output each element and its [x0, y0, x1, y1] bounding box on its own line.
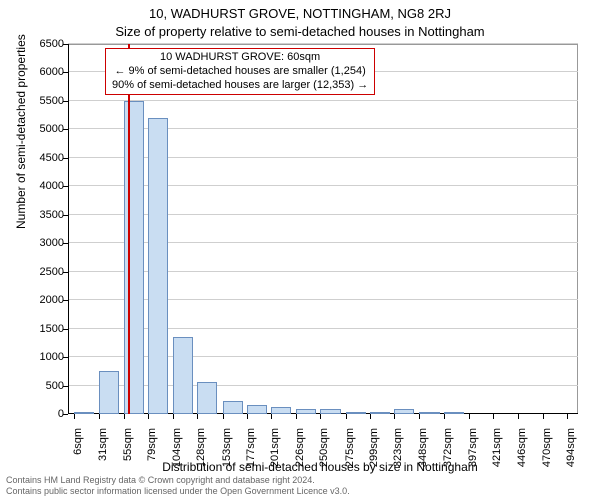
y-tick-label: 0	[14, 408, 64, 420]
footer-line1: Contains HM Land Registry data © Crown c…	[6, 475, 350, 485]
gridline	[68, 328, 578, 329]
x-tick-mark	[148, 414, 149, 419]
x-tick-mark	[173, 414, 174, 419]
gridline	[68, 214, 578, 215]
gridline	[68, 299, 578, 300]
y-tick-mark	[63, 357, 68, 358]
gridline	[68, 157, 578, 158]
histogram-bar	[99, 371, 119, 414]
y-tick-mark	[63, 414, 68, 415]
y-tick-label: 3500	[14, 209, 64, 221]
y-tick-label: 6500	[14, 38, 64, 50]
x-tick-mark	[493, 414, 494, 419]
histogram-bar	[419, 412, 439, 414]
y-tick-mark	[63, 243, 68, 244]
y-tick-label: 2000	[14, 294, 64, 306]
gridline	[68, 128, 578, 129]
x-tick-mark	[320, 414, 321, 419]
histogram-bar	[124, 101, 144, 414]
y-tick-label: 3000	[14, 237, 64, 249]
gridline	[68, 100, 578, 101]
histogram-bar	[444, 412, 464, 414]
gridline	[68, 385, 578, 386]
x-tick-mark	[469, 414, 470, 419]
x-tick-mark	[567, 414, 568, 419]
y-tick-mark	[63, 186, 68, 187]
footer-line2: Contains public sector information licen…	[6, 486, 350, 496]
gridline	[68, 43, 578, 44]
gridline	[68, 185, 578, 186]
y-tick-mark	[63, 158, 68, 159]
x-tick-mark	[543, 414, 544, 419]
x-tick-mark	[74, 414, 75, 419]
y-axis	[68, 44, 69, 414]
gridline	[68, 242, 578, 243]
x-tick-mark	[271, 414, 272, 419]
histogram-bar	[197, 382, 217, 414]
y-tick-label: 5500	[14, 95, 64, 107]
y-tick-mark	[63, 101, 68, 102]
x-tick-mark	[296, 414, 297, 419]
y-tick-mark	[63, 129, 68, 130]
annotation-line3: 90% of semi-detached houses are larger (…	[112, 79, 368, 93]
y-tick-mark	[63, 72, 68, 73]
x-tick-mark	[518, 414, 519, 419]
gridline	[68, 271, 578, 272]
x-axis-label: Distribution of semi-detached houses by …	[0, 460, 600, 474]
x-tick-mark	[247, 414, 248, 419]
histogram-bar	[271, 407, 291, 414]
y-tick-label: 500	[14, 380, 64, 392]
x-tick-mark	[99, 414, 100, 419]
annotation-line2: ← 9% of semi-detached houses are smaller…	[112, 65, 368, 79]
histogram-bar	[370, 412, 390, 414]
title-line2: Size of property relative to semi-detach…	[0, 24, 600, 39]
y-tick-mark	[63, 272, 68, 273]
y-tick-label: 1000	[14, 351, 64, 363]
chart-container: 10, WADHURST GROVE, NOTTINGHAM, NG8 2RJ …	[0, 0, 600, 500]
x-tick-mark	[124, 414, 125, 419]
histogram-bar	[148, 118, 168, 414]
title-line1: 10, WADHURST GROVE, NOTTINGHAM, NG8 2RJ	[0, 6, 600, 21]
x-tick-mark	[370, 414, 371, 419]
y-tick-label: 4500	[14, 152, 64, 164]
property-marker-line	[128, 44, 130, 414]
y-tick-mark	[63, 300, 68, 301]
histogram-bar	[296, 409, 316, 414]
histogram-bar	[394, 409, 414, 414]
histogram-bar	[74, 412, 94, 414]
y-tick-mark	[63, 215, 68, 216]
annotation-line1: 10 WADHURST GROVE: 60sqm	[112, 51, 368, 65]
annotation-box: 10 WADHURST GROVE: 60sqm ← 9% of semi-de…	[105, 48, 375, 95]
x-tick-mark	[346, 414, 347, 419]
histogram-bar	[247, 405, 267, 414]
plot-area	[68, 44, 578, 414]
y-tick-label: 6000	[14, 66, 64, 78]
y-tick-label: 5000	[14, 123, 64, 135]
y-tick-mark	[63, 44, 68, 45]
x-tick-mark	[197, 414, 198, 419]
x-tick-mark	[223, 414, 224, 419]
x-tick-mark	[394, 414, 395, 419]
y-tick-label: 1500	[14, 323, 64, 335]
y-tick-mark	[63, 386, 68, 387]
x-tick-mark	[444, 414, 445, 419]
histogram-bar	[320, 409, 340, 414]
x-tick-mark	[419, 414, 420, 419]
y-tick-label: 2500	[14, 266, 64, 278]
histogram-bar	[173, 337, 193, 414]
footer: Contains HM Land Registry data © Crown c…	[6, 475, 350, 496]
gridline	[68, 356, 578, 357]
y-tick-label: 4000	[14, 180, 64, 192]
histogram-bar	[223, 401, 243, 414]
y-tick-mark	[63, 329, 68, 330]
histogram-bar	[346, 412, 366, 414]
